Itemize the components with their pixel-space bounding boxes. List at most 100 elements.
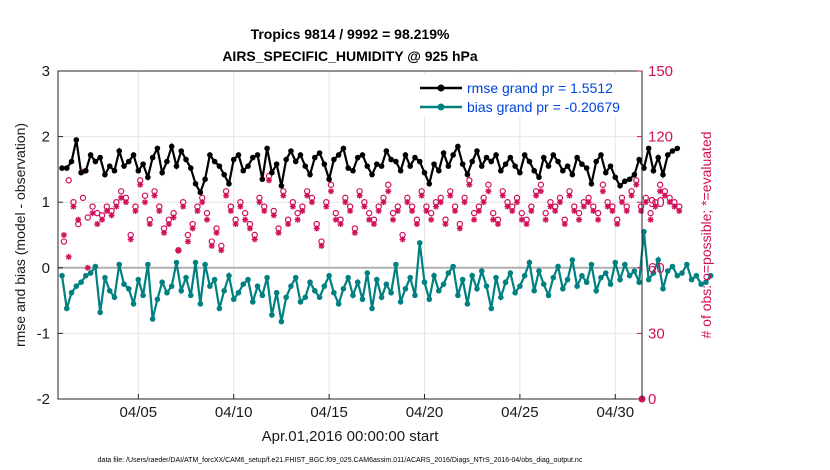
obs-star-stroke: [504, 203, 511, 210]
obs-evaluated-point: [60, 232, 67, 238]
plot-area: [58, 71, 642, 399]
obs-evaluated-point: [609, 207, 616, 214]
obs-star-stroke: [552, 208, 558, 214]
obs-evaluated-point: [132, 207, 139, 214]
obs-star-stroke: [538, 188, 544, 194]
rmse-point: [540, 154, 547, 161]
obs-star-stroke: [676, 208, 682, 214]
obs-possible-point: [385, 181, 392, 188]
obs-evaluated-point: [547, 203, 554, 210]
obs-star-stroke: [266, 177, 272, 183]
obs-evaluated-point: [471, 216, 478, 223]
bias-point: [450, 263, 456, 270]
obs-star-stroke: [385, 188, 391, 194]
obs-evaluated-point: [127, 236, 134, 243]
obs-star-stroke: [590, 208, 597, 214]
bias-point: [335, 301, 342, 307]
rmse-point: [378, 163, 385, 169]
rmse-point: [154, 145, 161, 152]
bias-point: [464, 301, 471, 307]
obs-star-stroke: [175, 247, 182, 253]
bias-point: [154, 296, 161, 303]
bias-point: [588, 261, 595, 268]
obs-star-stroke: [113, 203, 120, 210]
rmse-point: [388, 156, 394, 163]
bias-point: [249, 299, 256, 305]
bias-point: [111, 294, 118, 301]
obs-star-stroke: [509, 208, 515, 214]
obs-star-stroke: [418, 192, 425, 199]
obs-star-stroke: [275, 230, 282, 236]
rmse-point: [192, 181, 199, 187]
bias-point: [135, 276, 142, 283]
rmse-point: [178, 148, 185, 154]
obs-evaluated-point: [523, 221, 530, 228]
rmse-point: [149, 154, 156, 161]
obs-evaluated-point: [638, 207, 645, 214]
obs-evaluated-point: [194, 207, 201, 214]
rmse-point: [87, 152, 94, 158]
obs-star-stroke: [542, 217, 549, 223]
obs-star-stroke: [585, 199, 592, 205]
y-axis-label: rmse and bias (model - observation): [12, 123, 28, 347]
bias-point: [226, 272, 232, 279]
obs-evaluated-point: [165, 221, 172, 228]
obs-evaluated-point: [590, 207, 597, 214]
obs-evaluated-point: [552, 207, 559, 214]
rmse-point: [273, 161, 280, 167]
obs-star-stroke: [333, 217, 339, 223]
rmse-point: [579, 161, 585, 167]
rmse-point: [598, 152, 604, 158]
obs-star-stroke: [228, 208, 234, 214]
obs-evaluated-point: [390, 216, 397, 223]
bias-point: [383, 281, 390, 288]
bias-point: [416, 240, 423, 246]
obs-evaluated-point: [366, 216, 373, 223]
chart-title-line2: AIRS_SPECIFIC_HUMIDITY @ 925 hPa: [222, 48, 478, 64]
x-tick-label: 04/15: [310, 404, 348, 421]
obs-evaluated-point: [94, 221, 101, 228]
bias-point: [707, 272, 714, 279]
obs-star-stroke: [290, 203, 296, 210]
rmse-point: [269, 169, 275, 176]
obs-evaluated-point: [466, 181, 473, 188]
bias-point: [583, 279, 590, 286]
bias-point: [164, 289, 170, 296]
rmse-point: [397, 167, 404, 174]
plot-frame: [57, 70, 643, 400]
x-tick-label: 04/10: [215, 404, 253, 421]
obs-possible-point: [656, 181, 664, 188]
rmse-point: [326, 176, 332, 183]
footer-data-file: data file: /Users/raeder/DAI/ATM_forcXX/…: [98, 457, 583, 464]
obs-star-stroke: [70, 203, 77, 210]
obs-star-stroke: [132, 208, 139, 214]
obs-evaluated-point: [475, 207, 482, 214]
obs-evaluated-point: [137, 181, 144, 188]
rmse-point: [106, 163, 113, 169]
bias-point: [684, 261, 690, 268]
bias-point: [498, 294, 504, 301]
obs-evaluated-point: [399, 236, 406, 243]
obs-star-stroke: [628, 192, 635, 199]
rmse-point: [588, 181, 595, 187]
obs-star-stroke: [600, 188, 606, 194]
obs-star-stroke: [123, 199, 129, 205]
obs-evaluated-point: [251, 236, 258, 243]
x-tick-label: 04/20: [406, 404, 444, 421]
obs-evaluated-point: [542, 216, 549, 223]
bias-point: [693, 272, 700, 279]
obs-star-stroke: [500, 192, 506, 199]
bias-point: [230, 296, 237, 303]
obs-possible-point: [141, 192, 149, 199]
bias-point: [488, 305, 495, 312]
rmse-point: [607, 163, 614, 169]
rmse-point: [641, 165, 647, 171]
rmse-point: [555, 158, 561, 165]
rmse-point: [211, 158, 218, 165]
obs-evaluated-point: [351, 229, 358, 236]
bias-point: [550, 274, 557, 281]
legend: rmse grand pr = 1.5512 bias grand pr = -…: [412, 74, 640, 116]
bias-point: [159, 279, 165, 286]
obs-evaluated-point: [671, 203, 678, 210]
bias-point: [259, 292, 266, 299]
